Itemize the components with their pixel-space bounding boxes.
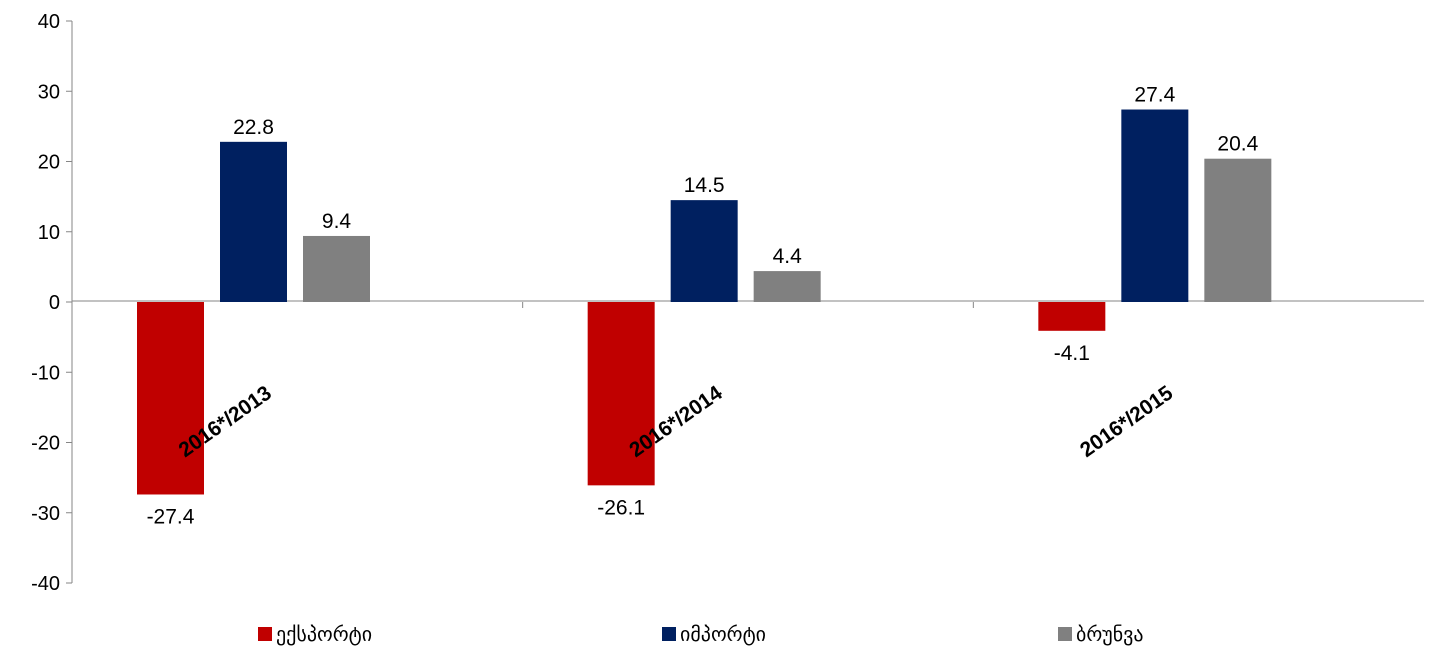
- bar-export: [1038, 302, 1106, 331]
- data-label-import: 14.5: [684, 174, 725, 197]
- legend-label-export: ექსპორტი: [276, 622, 373, 646]
- legend-label-import: იმპორტი: [680, 622, 767, 646]
- bar-import: [220, 141, 287, 302]
- bar-turnover: [303, 235, 370, 302]
- y-tick-label: 0: [49, 292, 60, 314]
- y-tick-label: -40: [31, 573, 60, 595]
- y-tick-label: 30: [38, 81, 60, 103]
- bar-import: [1121, 109, 1189, 302]
- data-label-export: -27.4: [147, 505, 195, 528]
- legend-item-import: იმპორტი: [662, 622, 766, 646]
- data-labels-group: -27.4 22.8 9.4 -26.1 14.5 4.4 -4.1 27.4 20.4: [147, 84, 1259, 529]
- bar-export: [587, 302, 655, 486]
- bars-group: [137, 109, 1272, 495]
- legend-swatch-export: [258, 627, 272, 641]
- legend: ექსპორტი იმპორტი ბრუნვა: [0, 622, 1430, 646]
- legend-item-turnover: ბრუნვა: [1058, 622, 1144, 646]
- legend-swatch-import: [662, 627, 676, 641]
- legend-swatch-turnover: [1058, 627, 1072, 641]
- data-label-import: 27.4: [1134, 84, 1175, 107]
- y-tick-label: 20: [38, 152, 60, 174]
- x-axis-ticks: [522, 302, 974, 308]
- y-tick-label: -30: [31, 503, 60, 525]
- data-label-turnover: 4.4: [773, 245, 803, 268]
- bar-turnover: [1204, 158, 1272, 302]
- y-tick-label: 10: [38, 222, 60, 244]
- data-label-export: -26.1: [597, 496, 645, 519]
- category-labels-group: 2016*/2013 2016*/2014 2016*/2015: [175, 381, 1178, 462]
- data-label-turnover: 9.4: [322, 210, 352, 233]
- y-axis-ticks: 40 30 20 10 0 -10 -20 -30 -40: [31, 11, 72, 595]
- y-tick-label: 40: [38, 11, 60, 33]
- y-tick-label: -10: [31, 362, 60, 384]
- category-label: 2016*/2015: [1076, 381, 1177, 462]
- data-label-turnover: 20.4: [1217, 133, 1258, 156]
- data-label-import: 22.8: [233, 116, 274, 139]
- legend-label-turnover: ბრუნვა: [1076, 622, 1144, 646]
- bar-turnover: [753, 271, 821, 302]
- data-label-export: -4.1: [1054, 342, 1090, 365]
- legend-item-export: ექსპორტი: [258, 622, 372, 646]
- y-tick-label: -20: [31, 433, 60, 455]
- bar-import: [670, 200, 738, 302]
- bar-export: [137, 302, 204, 495]
